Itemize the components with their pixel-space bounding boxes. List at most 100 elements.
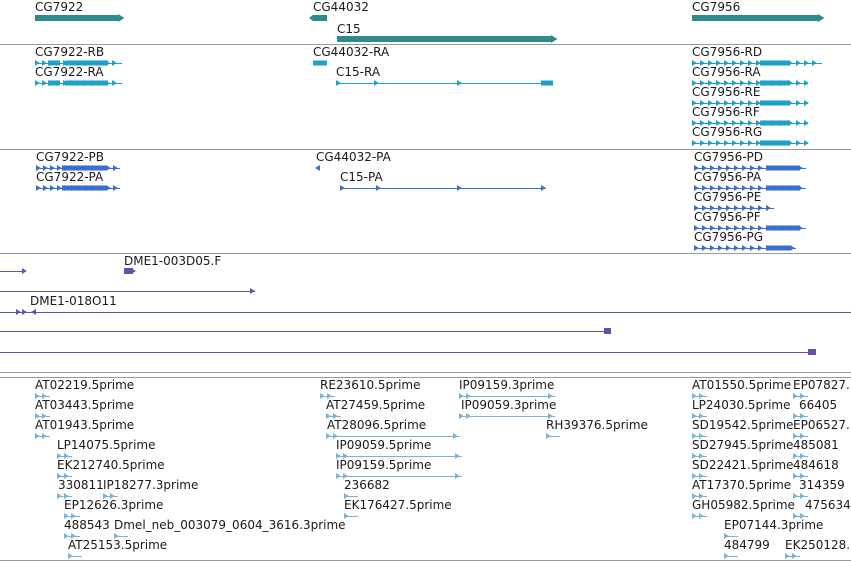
transcript-glyph[interactable] [760,140,790,146]
transcript-label[interactable]: CG7956-RD [692,45,763,59]
protein-glyph[interactable] [57,165,62,171]
protein-label[interactable]: CG7922-PB [36,150,105,164]
est-glyph[interactable] [692,413,697,419]
transcript-glyph[interactable] [716,80,721,86]
transcript-label[interactable]: CG7956-RG [692,125,763,139]
transcript-glyph[interactable] [740,80,745,86]
protein-glyph[interactable] [702,205,707,211]
est-glyph[interactable] [344,513,349,519]
protein-glyph[interactable] [726,165,731,171]
est-glyph[interactable] [333,433,338,439]
protein-glyph[interactable] [694,205,699,211]
protein-label[interactable]: CG44032-PA [316,150,391,164]
est-label[interactable]: 488543 [64,518,110,532]
transcript-glyph[interactable] [65,80,108,86]
protein-glyph[interactable] [710,185,715,191]
transcript-glyph[interactable] [35,80,40,86]
transcript-glyph[interactable] [748,140,753,146]
clone-label[interactable]: DME1-018O11 [30,294,117,308]
est-glyph[interactable] [699,473,704,479]
clone-glyph[interactable] [22,309,27,315]
est-glyph[interactable] [699,413,704,419]
est-label[interactable]: 484799 [724,538,770,552]
protein-glyph[interactable] [702,245,707,251]
est-glyph[interactable] [35,433,40,439]
est-glyph[interactable] [320,393,325,399]
est-glyph[interactable] [785,553,790,559]
protein-glyph[interactable] [758,205,763,211]
transcript-glyph[interactable] [756,140,761,146]
est-label[interactable]: IP09159.5prime [336,458,432,472]
protein-glyph[interactable] [694,185,699,191]
protein-glyph[interactable] [726,205,731,211]
protein-glyph[interactable] [734,205,739,211]
est-label[interactable]: RE23610.5prime [320,378,421,392]
est-glyph[interactable] [800,493,805,499]
transcript-glyph[interactable] [65,60,108,66]
transcript-glyph[interactable] [716,60,721,66]
est-glyph[interactable] [699,513,704,519]
est-glyph[interactable] [724,553,729,559]
protein-glyph[interactable] [36,185,41,191]
transcript-glyph[interactable] [112,60,117,66]
transcript-label[interactable]: C15-RA [336,65,381,79]
protein-glyph[interactable] [718,165,723,171]
protein-glyph[interactable] [718,185,723,191]
transcript-glyph[interactable] [692,100,697,106]
protein-glyph[interactable] [718,205,723,211]
transcript-glyph[interactable] [48,80,60,86]
est-glyph[interactable] [343,453,348,459]
est-label[interactable]: IP09159.3prime [459,378,555,392]
gene-glyph[interactable] [692,15,818,21]
transcript-glyph[interactable] [457,80,462,86]
est-glyph[interactable] [793,493,798,499]
clone-glyph[interactable] [250,288,255,294]
est-glyph[interactable] [57,473,62,479]
transcript-glyph[interactable] [700,120,705,126]
est-label[interactable]: EK176427.5prime [344,498,452,512]
protein-glyph[interactable] [718,225,723,231]
est-glyph[interactable] [793,413,798,419]
transcript-glyph[interactable] [748,60,753,66]
est-label[interactable]: RH39376.5prime [546,418,648,432]
est-label[interactable]: 236682 [344,478,390,492]
transcript-glyph[interactable] [35,60,40,66]
protein-glyph[interactable] [541,185,546,191]
transcript-glyph[interactable] [796,100,801,106]
transcript-glyph[interactable] [804,60,809,66]
protein-label[interactable]: CG7956-PG [694,230,764,244]
est-glyph[interactable] [114,533,119,539]
est-label[interactable]: 330811 [58,478,104,492]
est-glyph[interactable] [333,413,338,419]
transcript-label[interactable]: CG7956-RF [692,105,760,119]
est-glyph[interactable] [64,513,69,519]
transcript-label[interactable]: CG7922-RB [35,45,105,59]
transcript-glyph[interactable] [708,140,713,146]
est-glyph[interactable] [459,393,464,399]
clone-glyph[interactable] [132,268,136,274]
est-glyph[interactable] [103,493,108,499]
protein-glyph[interactable] [106,185,111,191]
est-label[interactable]: EP06527. [793,418,850,432]
transcript-glyph[interactable] [760,80,790,86]
est-label[interactable]: SD27945.5prime [692,438,794,452]
est-glyph[interactable] [459,413,464,419]
protein-glyph[interactable] [742,205,747,211]
transcript-glyph[interactable] [541,80,553,86]
est-label[interactable]: IP09059.3prime [461,398,557,412]
protein-glyph[interactable] [726,185,731,191]
est-glyph[interactable] [42,413,47,419]
est-label[interactable]: 485081 [793,438,839,452]
est-glyph[interactable] [455,473,460,479]
est-label[interactable]: EK250128. [785,538,851,552]
protein-glyph[interactable] [43,165,48,171]
est-glyph[interactable] [64,473,69,479]
est-glyph[interactable] [793,393,798,399]
transcript-glyph[interactable] [804,120,809,126]
est-glyph[interactable] [699,393,704,399]
clone-glyph[interactable] [124,268,133,274]
est-label[interactable]: AT28096.5prime [327,418,427,432]
transcript-glyph[interactable] [708,100,713,106]
est-glyph[interactable] [327,393,332,399]
est-glyph[interactable] [64,533,69,539]
